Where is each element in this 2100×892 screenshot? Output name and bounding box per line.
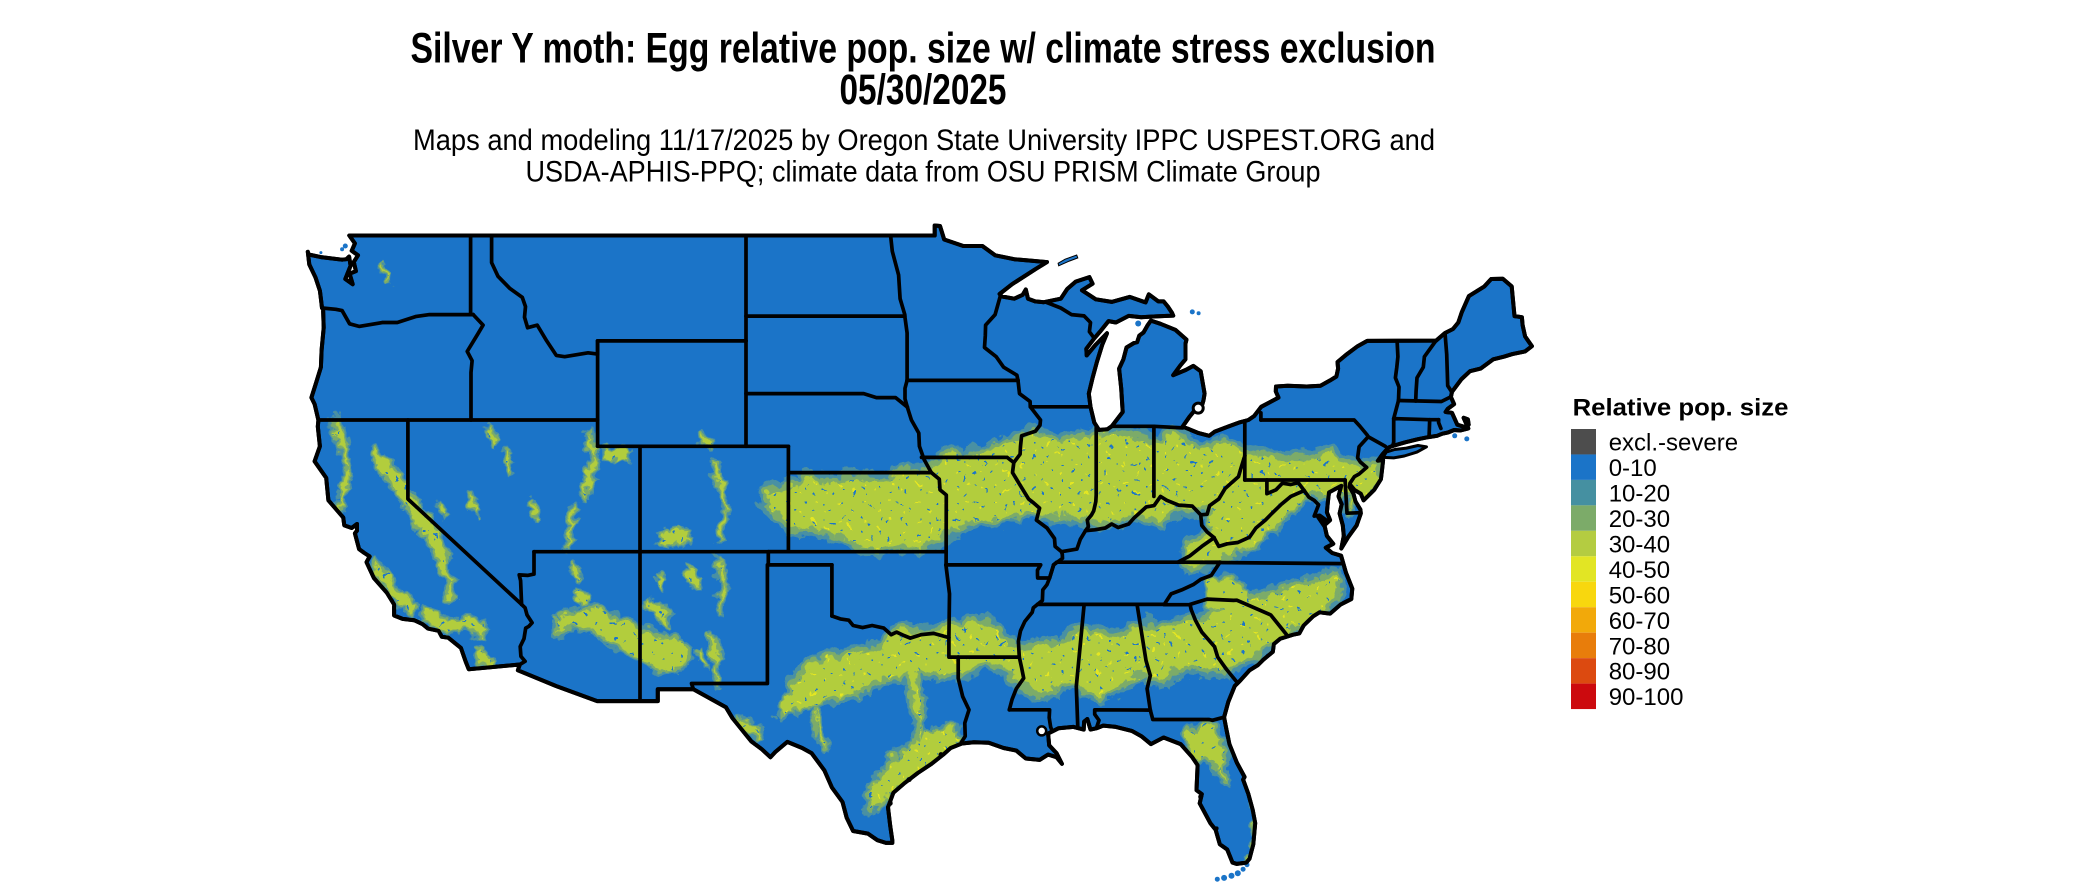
- svg-text:60-70: 60-70: [1609, 608, 1670, 635]
- svg-text:50-60: 50-60: [1609, 582, 1670, 609]
- svg-text:90-100: 90-100: [1609, 684, 1684, 711]
- svg-text:Silver Y moth: Egg relative po: Silver Y moth: Egg relative pop. size w/…: [411, 25, 1436, 73]
- svg-text:40-50: 40-50: [1609, 557, 1670, 584]
- svg-text:excl.-severe: excl.-severe: [1609, 430, 1738, 457]
- svg-text:0-10: 0-10: [1609, 455, 1657, 482]
- svg-text:70-80: 70-80: [1609, 633, 1670, 660]
- svg-text:05/30/2025: 05/30/2025: [840, 66, 1007, 114]
- svg-text:30-40: 30-40: [1609, 531, 1670, 558]
- svg-text:20-30: 20-30: [1609, 506, 1670, 533]
- svg-text:80-90: 80-90: [1609, 659, 1670, 686]
- svg-text:Maps and modeling 11/17/2025 b: Maps and modeling 11/17/2025 by Oregon S…: [413, 124, 1435, 157]
- svg-text:Relative pop. size: Relative pop. size: [1573, 394, 1789, 421]
- svg-text:USDA-APHIS-PPQ; climate data f: USDA-APHIS-PPQ; climate data from OSU PR…: [526, 156, 1321, 189]
- svg-text:10-20: 10-20: [1609, 481, 1670, 508]
